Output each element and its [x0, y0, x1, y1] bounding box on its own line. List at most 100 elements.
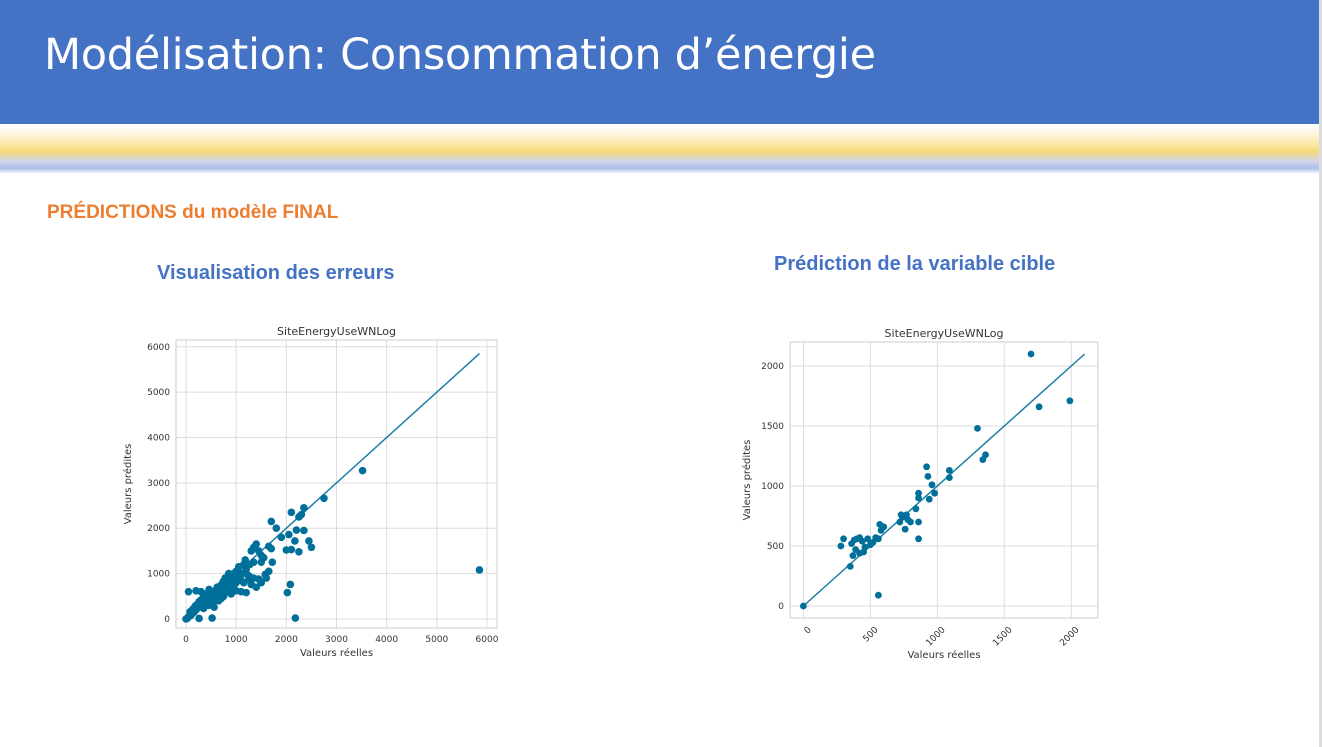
- data-point: [475, 566, 484, 574]
- data-point: [907, 518, 914, 526]
- data-point: [209, 597, 218, 606]
- data-point: [915, 489, 922, 497]
- data-point: [849, 552, 857, 559]
- data-point: [237, 576, 246, 585]
- x-tick-label: 1500: [991, 625, 1014, 648]
- prediction-scatter-chart: 0 500 1000 1500 2000 0 500 1000 1500 2000 SiteEner…: [741, 327, 1099, 661]
- data-point: [915, 535, 922, 543]
- data-point: [295, 513, 303, 521]
- data-point: [285, 530, 293, 539]
- data-point: [1035, 403, 1043, 411]
- data-point: [242, 569, 251, 578]
- data-point: [864, 535, 872, 543]
- data-point: [901, 525, 909, 533]
- data-point: [197, 587, 205, 596]
- data-point: [264, 567, 273, 576]
- y-tick-label: 6000: [147, 343, 170, 353]
- y-tick-label: 5000: [147, 388, 170, 398]
- data-point: [277, 533, 286, 542]
- data-point: [249, 558, 258, 567]
- data-point: [244, 575, 253, 584]
- y-tick-label: 0: [778, 602, 784, 612]
- data-point: [1027, 350, 1035, 358]
- data-point: [877, 527, 885, 534]
- data-point: [182, 615, 190, 623]
- data-point: [897, 511, 905, 519]
- data-point: [268, 558, 277, 567]
- x-tick-label: 6000: [476, 635, 499, 645]
- data-point: [287, 508, 296, 517]
- errors-scatter-chart: 0 1000 2000 3000 4000 5000 6000 0 1000 2000 3000 40…: [122, 325, 499, 659]
- data-point: [320, 494, 328, 503]
- data-point: [931, 489, 939, 497]
- data-point: [287, 545, 296, 554]
- data-point: [305, 537, 313, 545]
- chart-title: SiteEnergyUseWNLog: [277, 325, 396, 338]
- data-point: [300, 526, 308, 535]
- data-point: [848, 540, 855, 547]
- x-tick-label: 3000: [325, 635, 348, 645]
- x-tick-label: 0: [183, 635, 189, 645]
- data-point: [300, 504, 308, 512]
- data-point: [307, 543, 316, 552]
- y-axis-label: Valeurs prédites: [122, 444, 134, 525]
- data-point: [199, 604, 208, 613]
- data-point: [217, 594, 225, 603]
- data-point: [840, 535, 847, 543]
- x-tick-label: 1000: [924, 625, 947, 648]
- data-point: [928, 481, 936, 489]
- data-point: [874, 591, 882, 599]
- data-point: [205, 585, 213, 594]
- data-point: [896, 518, 904, 526]
- data-point: [242, 588, 251, 597]
- x-tick-label: 2000: [1058, 625, 1081, 648]
- x-axis-label: Valeurs réelles: [907, 649, 980, 661]
- data-point: [262, 574, 271, 582]
- data-point: [915, 518, 922, 526]
- y-tick-label: 4000: [147, 434, 170, 444]
- data-point: [264, 542, 273, 551]
- slide-title: Modélisation: Consommation d’énergie: [44, 30, 876, 80]
- data-point: [292, 526, 301, 534]
- data-point: [837, 542, 845, 550]
- x-tick-label: 500: [861, 625, 880, 644]
- data-point: [358, 466, 367, 475]
- chart-heading-errors: Visualisation des erreurs: [157, 262, 395, 284]
- data-point: [291, 614, 300, 622]
- decorative-gradient-band: [0, 124, 1319, 174]
- data-point: [912, 505, 920, 513]
- data-point: [1066, 397, 1074, 405]
- data-point: [272, 524, 281, 533]
- chart-heading-prediction: Prédiction de la variable cible: [774, 253, 1056, 275]
- y-tick-label: 1500: [761, 422, 784, 432]
- data-point: [846, 563, 854, 570]
- y-tick-label: 1000: [761, 482, 784, 492]
- y-tick-label: 500: [767, 542, 784, 552]
- data-point: [291, 537, 299, 545]
- y-tick-label: 2000: [147, 524, 170, 534]
- y-tick-label: 2000: [761, 362, 784, 372]
- data-point: [923, 463, 930, 471]
- data-point: [184, 587, 193, 596]
- data-point: [224, 587, 233, 596]
- y-tick-label: 3000: [147, 479, 170, 489]
- y-tick-label: 1000: [147, 570, 170, 580]
- data-point: [974, 425, 981, 432]
- y-axis-label: Valeurs prédites: [741, 440, 753, 521]
- chart-title: SiteEnergyUseWNLog: [885, 327, 1004, 340]
- data-point: [876, 521, 884, 528]
- data-point: [195, 614, 203, 623]
- slide-header: Modélisation: Consommation d’énergie: [0, 0, 1319, 124]
- x-tick-label: 5000: [425, 635, 448, 645]
- x-axis-label: Valeurs réelles: [300, 647, 373, 659]
- data-point: [924, 473, 932, 480]
- y-tick-label: 0: [164, 615, 170, 625]
- data-point: [925, 495, 933, 503]
- data-point: [283, 588, 292, 597]
- data-point: [860, 548, 868, 556]
- data-point: [799, 602, 807, 610]
- x-tick-label: 1000: [225, 635, 248, 645]
- x-tick-label: 2000: [275, 635, 298, 645]
- section-title: PRÉDICTIONS du modèle FINAL: [47, 202, 339, 223]
- data-point: [945, 474, 953, 481]
